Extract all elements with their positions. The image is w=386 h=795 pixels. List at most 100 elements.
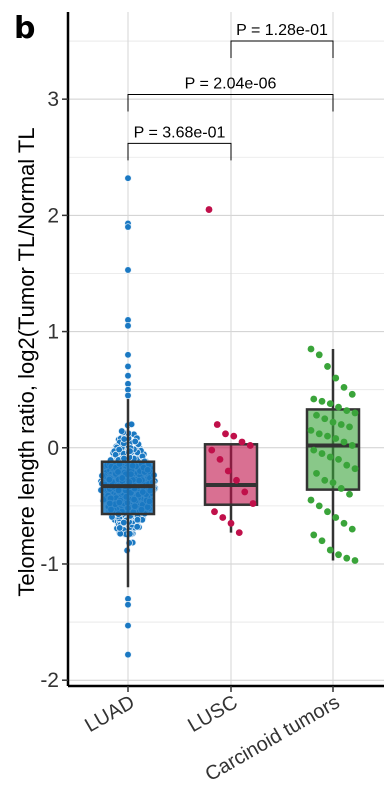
data-point [124, 322, 132, 330]
data-point [222, 430, 229, 438]
data-point [343, 554, 351, 562]
data-point [230, 432, 238, 440]
data-point [124, 174, 132, 182]
data-point [205, 206, 213, 213]
box [203, 443, 259, 506]
data-point [337, 485, 345, 492]
data-point [324, 508, 331, 516]
data-point [310, 531, 318, 539]
data-point [340, 438, 348, 446]
y-tick-label: -1 [40, 553, 59, 576]
significance-bracket: P = 3.68e-01 [127, 124, 232, 161]
data-point [332, 435, 340, 442]
p-value-label: P = 1.28e-01 [236, 22, 328, 39]
bracket-line [230, 40, 334, 59]
data-point [246, 442, 254, 449]
significance-bracket: P = 2.04e-06 [127, 76, 334, 112]
data-point [326, 400, 334, 408]
y-tick-label: -2 [40, 669, 59, 692]
chart-marks: P = 3.68e-01 P = 2.04e-06 P = 1.28e-01 [97, 22, 361, 659]
data-point [131, 437, 139, 446]
data-point [115, 445, 123, 454]
data-point [124, 650, 132, 659]
series-carcinoid-tumors [305, 345, 361, 564]
series-luad [100, 174, 156, 659]
data-point [116, 524, 124, 532]
data-point [124, 351, 132, 359]
data-point [318, 450, 326, 457]
data-point [329, 479, 337, 487]
data-point [124, 372, 132, 380]
y-tick-label: 1 [47, 321, 59, 344]
data-point [133, 523, 141, 531]
data-point [346, 490, 353, 498]
data-point [211, 508, 218, 516]
data-point [213, 421, 221, 428]
data-point [346, 423, 353, 431]
data-point [351, 409, 359, 417]
data-point [310, 395, 318, 403]
data-point [340, 519, 348, 527]
data-point [124, 266, 132, 274]
panel-letter: b [14, 11, 35, 46]
data-point [124, 362, 132, 371]
p-value-label: P = 2.04e-06 [185, 76, 277, 93]
data-point [315, 351, 323, 359]
data-point [310, 446, 318, 454]
data-point [348, 525, 356, 533]
data-point [307, 496, 315, 504]
data-point [343, 461, 351, 469]
data-point [227, 519, 235, 527]
y-axis-label: Telomere length ratio, log2(Tumor TL/Nor… [14, 127, 39, 596]
bracket-line [127, 142, 232, 161]
data-point [318, 537, 326, 545]
data-point [133, 516, 142, 524]
data-point [118, 427, 126, 435]
data-point [337, 421, 345, 428]
data-point [324, 363, 331, 370]
data-point [219, 514, 227, 521]
series-lusc [203, 206, 259, 537]
data-point [332, 514, 340, 521]
y-tick-label: 0 [47, 437, 59, 460]
data-point [335, 455, 342, 463]
bracket-line [127, 94, 334, 112]
data-point [329, 418, 337, 426]
data-point [233, 476, 240, 484]
data-point [313, 469, 320, 477]
data-point [326, 453, 334, 461]
data-point [249, 500, 257, 507]
p-value-label: P = 3.68e-01 [134, 124, 226, 141]
y-tick-label: 3 [47, 88, 59, 111]
data-point [340, 383, 348, 391]
data-point [313, 411, 320, 419]
data-point [335, 403, 342, 411]
y-tick-label: 2 [47, 204, 59, 227]
data-point [351, 557, 359, 564]
data-point [321, 415, 329, 423]
plot-background [68, 12, 384, 686]
data-point [332, 374, 340, 382]
data-point [124, 391, 132, 400]
data-point [315, 430, 323, 438]
data-point [238, 438, 246, 446]
data-point [326, 546, 334, 554]
data-point [124, 601, 132, 609]
x-tick-label: LUAD [81, 691, 138, 737]
data-point [124, 621, 132, 630]
grid [68, 12, 384, 686]
data-point [235, 529, 243, 537]
data-point [348, 390, 356, 398]
data-point [120, 435, 128, 443]
x-tick-label: LUSC [184, 691, 241, 737]
data-point [307, 345, 315, 353]
data-point [124, 223, 132, 231]
data-point [351, 465, 359, 473]
data-point [321, 476, 329, 484]
data-point [315, 502, 323, 510]
data-point [307, 426, 315, 434]
data-point [335, 551, 342, 559]
data-point [224, 467, 232, 475]
